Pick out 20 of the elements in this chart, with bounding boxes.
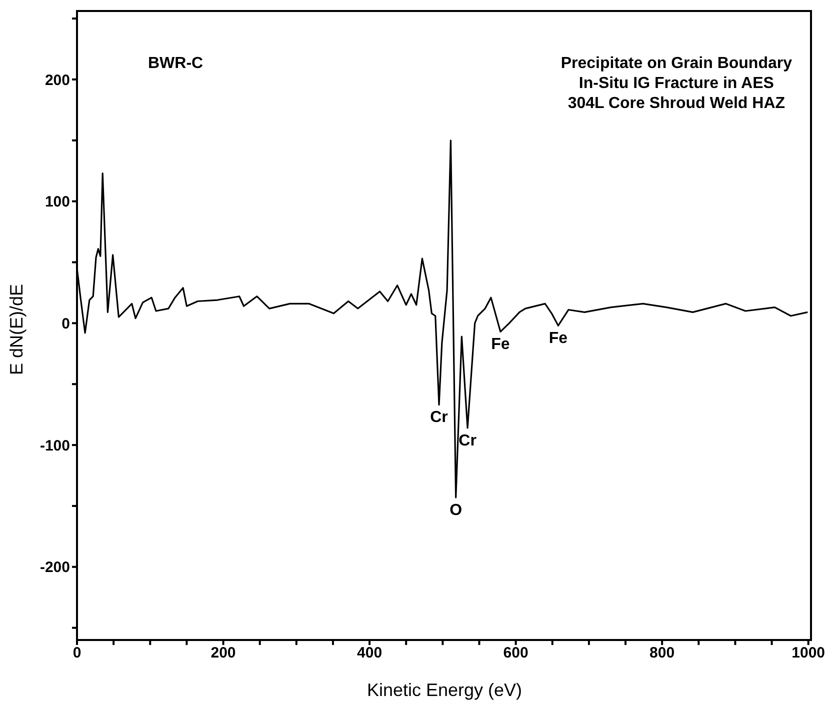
x-tick-label: 400: [357, 644, 382, 662]
x-tick-label: 800: [650, 644, 675, 662]
y-tick-label: 0: [62, 315, 70, 332]
annotation: O: [450, 502, 462, 519]
x-tick-label: 1000: [792, 644, 826, 662]
annotation: BWR-C: [148, 54, 204, 74]
y-tick-label: 200: [44, 72, 70, 89]
x-tick-label: 600: [503, 644, 528, 662]
y-axis-title: E dN(E)/dE: [6, 284, 26, 375]
annotation: Fe: [548, 330, 568, 347]
x-tick-label: 0: [72, 644, 82, 662]
y-tick-label: -200: [40, 559, 70, 576]
annotation: Fe: [491, 336, 510, 354]
x-axis-title: Kinetic Energy (eV): [366, 680, 522, 700]
annotation: Cr: [458, 432, 476, 450]
y-tick-label: -100: [40, 437, 70, 454]
annotation: Cr: [430, 409, 448, 426]
y-tick-label: 100: [44, 194, 70, 211]
x-tick-label: 200: [210, 644, 236, 662]
annotation: Precipitate on Grain Boundary In-Situ IG Fracture in AES 304L Core Shroud Weld HAZ: [560, 54, 792, 114]
